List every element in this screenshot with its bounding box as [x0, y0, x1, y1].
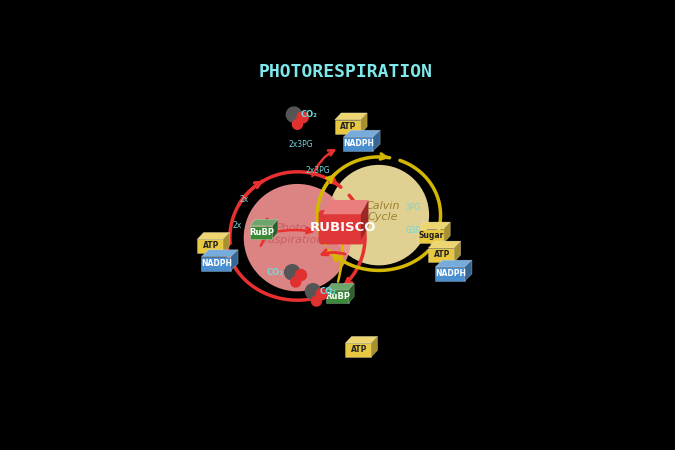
Text: 2x: 2x — [239, 195, 248, 204]
Text: CO₂: CO₂ — [267, 268, 284, 277]
Text: CO₂: CO₂ — [319, 287, 336, 296]
Polygon shape — [454, 241, 461, 262]
Text: RUBISCO: RUBISCO — [310, 221, 376, 234]
Text: Calvin
Cycle: Calvin Cycle — [365, 201, 400, 222]
Circle shape — [316, 288, 327, 300]
Text: Sugar: Sugar — [418, 231, 444, 240]
Circle shape — [291, 277, 300, 287]
Ellipse shape — [329, 165, 429, 266]
Polygon shape — [223, 233, 230, 253]
Polygon shape — [335, 113, 367, 120]
Circle shape — [292, 119, 302, 129]
Polygon shape — [428, 248, 454, 262]
Polygon shape — [197, 233, 230, 239]
Polygon shape — [344, 137, 373, 151]
Circle shape — [285, 265, 300, 280]
Text: NADPH: NADPH — [435, 269, 466, 278]
Polygon shape — [197, 239, 223, 253]
FancyBboxPatch shape — [319, 210, 365, 244]
Text: NADPH: NADPH — [344, 139, 375, 148]
Circle shape — [286, 107, 302, 122]
Text: ATP: ATP — [202, 242, 219, 251]
Circle shape — [296, 270, 306, 281]
Polygon shape — [231, 250, 238, 270]
Polygon shape — [345, 343, 371, 357]
Polygon shape — [435, 260, 472, 267]
Polygon shape — [272, 219, 278, 239]
Polygon shape — [250, 226, 272, 239]
Polygon shape — [371, 337, 377, 357]
Polygon shape — [326, 290, 348, 303]
Polygon shape — [373, 130, 380, 151]
Polygon shape — [418, 222, 450, 229]
Circle shape — [305, 284, 321, 299]
Ellipse shape — [244, 184, 351, 291]
Polygon shape — [444, 222, 450, 243]
Polygon shape — [250, 219, 278, 226]
Text: ATP: ATP — [350, 346, 367, 355]
Polygon shape — [361, 200, 369, 240]
Polygon shape — [428, 241, 461, 248]
Polygon shape — [345, 337, 377, 343]
Polygon shape — [348, 284, 354, 303]
Text: 3PG: 3PG — [406, 202, 421, 211]
Text: PHOTORESPIRATION: PHOTORESPIRATION — [259, 63, 433, 81]
Text: G3P: G3P — [406, 226, 421, 235]
Polygon shape — [323, 200, 369, 214]
Text: ATP: ATP — [433, 250, 450, 259]
Polygon shape — [435, 267, 464, 281]
Polygon shape — [344, 130, 380, 137]
Polygon shape — [326, 284, 354, 290]
Text: 2x3PG: 2x3PG — [306, 166, 331, 175]
Circle shape — [297, 112, 308, 123]
Text: Photo-
raspiration: Photo- raspiration — [264, 223, 324, 245]
Text: CO₂: CO₂ — [301, 110, 318, 119]
Circle shape — [311, 296, 321, 306]
Text: 2x3PG: 2x3PG — [289, 140, 313, 148]
Polygon shape — [335, 120, 360, 134]
Text: 2x: 2x — [232, 221, 242, 230]
Polygon shape — [360, 113, 367, 134]
Text: RuBP: RuBP — [325, 292, 350, 301]
Polygon shape — [464, 260, 472, 281]
Polygon shape — [201, 256, 231, 270]
Text: NADPH: NADPH — [201, 259, 232, 268]
Text: RuBP: RuBP — [249, 228, 274, 237]
Polygon shape — [418, 229, 444, 243]
Polygon shape — [201, 250, 238, 256]
Text: ATP: ATP — [340, 122, 356, 131]
